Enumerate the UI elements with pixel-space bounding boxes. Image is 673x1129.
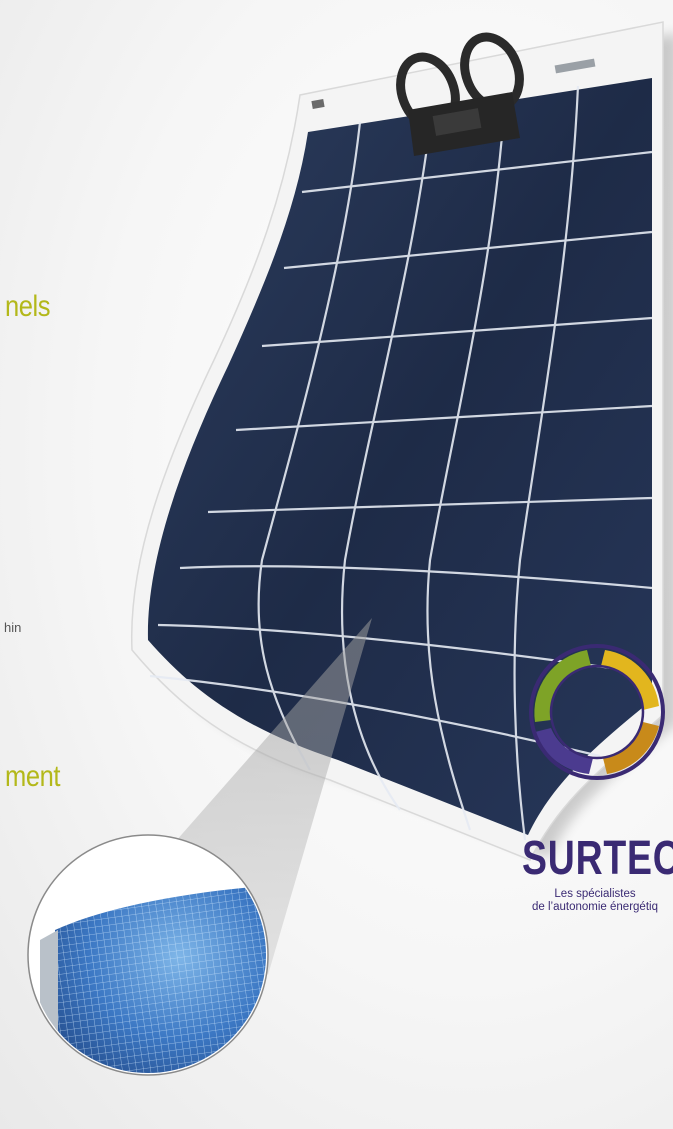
headline-bottom: ment (5, 760, 60, 793)
panel-cell-grid (149, 85, 653, 841)
body-text-fragment: hin (4, 620, 22, 635)
frame-label-left (311, 99, 325, 109)
logo-tagline-line2: de l’autonomie énergétiq (532, 901, 658, 913)
surtec-logo-wordmark: SURTEC (522, 832, 673, 885)
panel-cells (147, 78, 652, 835)
surtec-logo-emblem (529, 644, 665, 780)
frame-label-right (554, 58, 596, 74)
headline-top: nels (5, 290, 51, 323)
logo-tagline-line1: Les spécialistes (554, 888, 636, 900)
junction-box (396, 32, 524, 156)
cell-closeup (27, 834, 269, 1076)
